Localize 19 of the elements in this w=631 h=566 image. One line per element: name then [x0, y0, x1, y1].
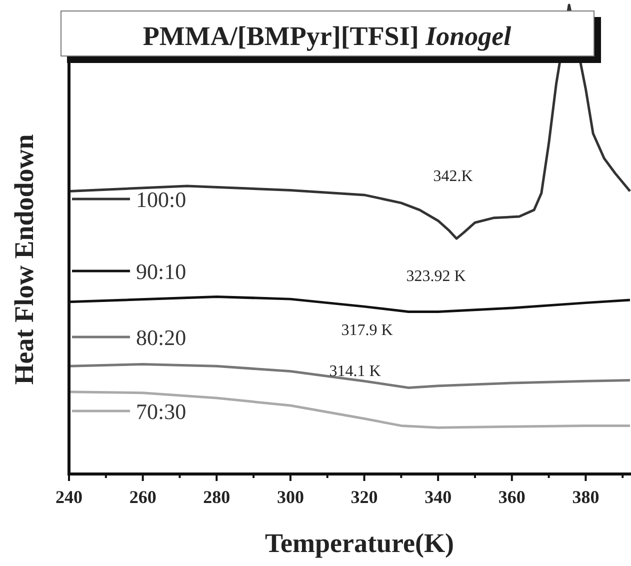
- annotation: 314.1 K: [329, 363, 382, 380]
- x-tick-label: 380: [572, 487, 600, 507]
- legend-label: 90:10: [136, 259, 186, 284]
- x-tick-label: 240: [56, 487, 82, 507]
- annotation: 323.92 K: [406, 268, 466, 285]
- annotation: 342.K: [433, 168, 474, 185]
- annotation: 317.9 K: [341, 322, 394, 339]
- text: PMMA/[BMPyr][TFSI] Ionogel: [142, 21, 512, 51]
- legend-label: 100:0: [136, 187, 186, 212]
- legend-label: 70:30: [136, 399, 186, 424]
- x-tick-label: 340: [424, 487, 452, 507]
- x-tick-label: 260: [129, 487, 156, 507]
- legend-label: 80:20: [136, 325, 186, 350]
- x-tick-label: 300: [276, 487, 304, 507]
- x-tick-label: 360: [498, 487, 526, 507]
- x-tick-label: 280: [203, 487, 230, 507]
- x-tick-label: 320: [350, 487, 378, 507]
- y-axis-title: Heat Flow Endodown: [9, 134, 39, 385]
- x-axis-title: Temperature(K): [265, 528, 454, 558]
